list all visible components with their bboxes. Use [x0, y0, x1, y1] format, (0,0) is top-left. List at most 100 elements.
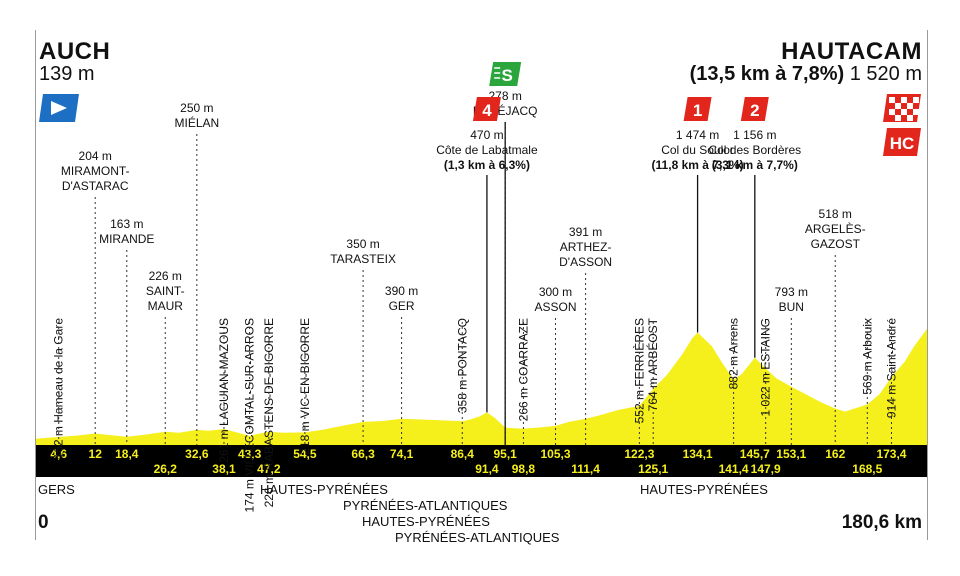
climb-category-label: 2	[750, 101, 759, 120]
waypoint-horizontal-label: MIRAMONT-	[61, 164, 130, 178]
climb-category-label: 4	[482, 101, 492, 120]
km-marker-top: 43,3	[238, 447, 262, 461]
region-label: GERS	[38, 482, 75, 497]
km-marker-top: 18,4	[115, 447, 139, 461]
climb-category-flag	[740, 97, 769, 121]
waypoint-horizontal-label: SAINT-	[146, 284, 185, 298]
finish-climb-detail: (13,5 km à 7,8%)	[689, 63, 845, 85]
waypoint-horizontal-label: ARGELÈS-	[805, 221, 866, 236]
profile-area	[36, 328, 927, 445]
km-marker-top: 4,6	[50, 447, 67, 461]
waypoint-horizontal-label: 163 m	[110, 217, 143, 231]
waypoint-vertical-label: 174 m VILLECOMTAL-SUR-ARROS	[243, 318, 257, 513]
finish-altitude-line: (13,5 km à 7,8%) 1 520 m	[690, 63, 922, 86]
km-marker-top: 162	[825, 447, 845, 461]
climb-detail: (3,1 km à 7,7%)	[712, 158, 798, 172]
climb-altitude: 1 156 m	[733, 128, 776, 142]
km-marker-top: 153,1	[776, 447, 806, 461]
finish-checker-icon	[889, 97, 895, 103]
waypoint-horizontal-label: ARTHEZ-	[560, 240, 612, 254]
waypoint-horizontal-label: 390 m	[385, 284, 418, 298]
km-marker-bottom: 38,1	[212, 462, 236, 476]
start-name: AUCH	[39, 38, 111, 65]
frame-right-line	[927, 30, 928, 540]
finish-checker-icon	[889, 109, 895, 115]
climb-category-flag	[472, 97, 501, 121]
km-marker-bottom: 141,4	[719, 462, 749, 476]
climb-name: Côte de Labatmale	[436, 143, 538, 157]
finish-km: 180,6 km	[841, 512, 922, 533]
km-marker-top: 134,1	[683, 447, 713, 461]
climb-detail: (1,3 km à 6,3%)	[444, 158, 530, 172]
km-marker-bottom: 98,8	[512, 462, 536, 476]
waypoint-horizontal-label: 518 m	[819, 207, 852, 221]
km-marker-bottom: 26,2	[154, 462, 178, 476]
waypoint-horizontal-label: MIRANDE	[99, 232, 154, 246]
climb-name: Col des Bordères	[708, 143, 801, 157]
km-marker-top: 105,3	[540, 447, 570, 461]
km-marker-top: 66,3	[351, 447, 375, 461]
climb-altitude: 470 m	[470, 128, 503, 142]
waypoint-horizontal-label: BUN	[779, 300, 804, 314]
frame-left-line	[35, 30, 36, 540]
sprint-label: S	[502, 66, 513, 85]
climb-category-label: 1	[693, 101, 702, 120]
region-label: HAUTES-PYRÉNÉES	[260, 482, 388, 497]
waypoint-horizontal-label: 250 m	[180, 101, 213, 115]
waypoint-horizontal-label: ASSON	[534, 300, 576, 314]
climb-name: Col du Soulor	[661, 143, 734, 157]
climb-altitude: 1 474 m	[676, 128, 719, 142]
finish-checker-icon	[907, 115, 913, 121]
region-label: PYRÉNÉES-ATLANTIQUES	[343, 498, 508, 513]
finish-checker-icon	[895, 103, 901, 109]
waypoint-horizontal-label: 226 m	[149, 269, 182, 283]
km-marker-bottom: 47,2	[257, 462, 281, 476]
climb-detail: (11,8 km à 7,3%)	[652, 158, 744, 172]
finish-checker-icon	[913, 97, 919, 103]
finish-checker-icon	[907, 103, 913, 109]
waypoint-horizontal-label: 391 m	[569, 225, 602, 239]
waypoint-horizontal-label: GER	[389, 299, 415, 313]
km-marker-top: 86,4	[451, 447, 475, 461]
km-marker-bottom: 168,5	[852, 462, 882, 476]
waypoint-horizontal-label: MIÉLAN	[174, 115, 219, 130]
waypoint-vertical-label: 764 m ARBÉOST	[645, 317, 660, 411]
km-marker-top: 54,5	[293, 447, 317, 461]
finish-checker-icon	[901, 97, 907, 103]
region-label: PYRÉNÉES-ATLANTIQUES	[395, 530, 560, 545]
finish-checker-icon	[901, 109, 907, 115]
waypoint-horizontal-label: D'ASTARAC	[62, 179, 129, 193]
km-marker-bottom: 91,4	[475, 462, 499, 476]
waypoint-horizontal-label: 350 m	[346, 237, 379, 251]
km-marker-top: 122,3	[624, 447, 654, 461]
km-marker-top: 173,4	[876, 447, 906, 461]
finish-checker-icon	[895, 115, 901, 121]
km-marker-bottom: 111,4	[571, 462, 600, 476]
waypoint-horizontal-label: 793 m	[775, 285, 808, 299]
finish-hc-label: HC	[890, 134, 915, 153]
km-band	[36, 445, 927, 477]
start-arrow-icon	[51, 101, 67, 115]
waypoint-horizontal-label: MAUR	[148, 299, 184, 313]
start-km: 0	[38, 512, 49, 533]
finish-checker-icon	[913, 109, 919, 115]
finish-altitude: 1 520 m	[849, 63, 922, 85]
start-altitude: 139 m	[39, 63, 95, 85]
finish-name: HAUTACAM	[781, 38, 922, 65]
waypoint-horizontal-label: 204 m	[79, 149, 112, 163]
km-marker-top: 74,1	[390, 447, 414, 461]
km-marker-bottom: 147,9	[751, 462, 781, 476]
km-marker-top: 32,6	[185, 447, 209, 461]
waypoint-vertical-label: 569 m Arbouix	[860, 318, 874, 395]
waypoint-horizontal-label: GAZOST	[811, 237, 861, 251]
km-marker-top: 12	[89, 447, 103, 461]
region-label: HAUTES-PYRÉNÉES	[640, 482, 768, 497]
climb-category-flag	[683, 97, 712, 121]
waypoint-vertical-label: 552 m FERRIÈRES	[631, 318, 646, 423]
finish-hc-flag	[883, 128, 921, 156]
waypoint-horizontal-label: D'ASSON	[559, 255, 612, 269]
region-label: HAUTES-PYRÉNÉES	[362, 514, 490, 529]
km-marker-top: 95,1	[494, 447, 518, 461]
